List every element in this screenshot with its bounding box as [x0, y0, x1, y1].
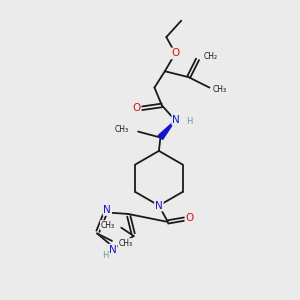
Text: N: N	[155, 201, 163, 211]
Text: H: H	[102, 251, 109, 260]
Text: CH₂: CH₂	[204, 52, 218, 62]
Text: CH₃: CH₃	[100, 221, 115, 230]
Text: CH₃: CH₃	[118, 239, 133, 248]
Text: N: N	[109, 244, 117, 254]
Text: O: O	[133, 103, 141, 113]
Text: O: O	[171, 48, 179, 59]
Text: CH₃: CH₃	[115, 125, 129, 134]
Text: CH₃: CH₃	[213, 85, 227, 94]
Text: O: O	[185, 213, 194, 224]
Text: N: N	[172, 115, 180, 125]
Text: H: H	[186, 117, 193, 126]
Text: N: N	[103, 205, 111, 215]
Polygon shape	[158, 120, 175, 140]
